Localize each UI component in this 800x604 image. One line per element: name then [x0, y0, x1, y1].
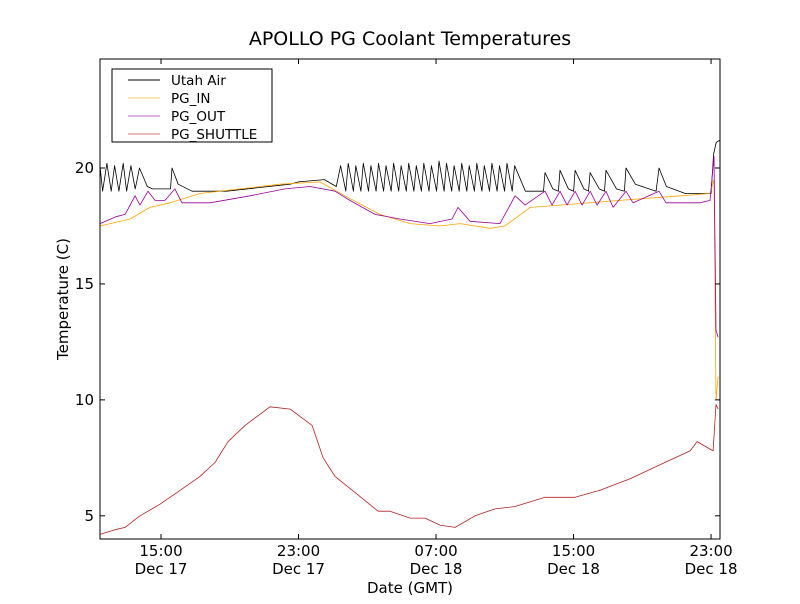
x-tick-label-date: Dec 17	[272, 560, 325, 578]
y-tick-label: 10	[75, 391, 94, 409]
x-tick-label-date: Dec 18	[410, 560, 463, 578]
legend-label: PG_IN	[171, 91, 210, 107]
series-line-pg-in	[99, 179, 719, 401]
series-line-pg-out	[99, 156, 719, 338]
x-tick-label-date: Dec 18	[685, 560, 738, 578]
legend-label: PG_OUT	[171, 109, 226, 125]
series-layer	[99, 139, 720, 535]
y-tick-label: 15	[75, 275, 94, 293]
legend-box	[111, 68, 273, 143]
x-tick-label-date: Dec 18	[547, 560, 600, 578]
legend-label: Utah Air	[171, 73, 226, 89]
x-tick-label-time: 23:00	[689, 542, 732, 560]
x-tick-label-time: 15:00	[139, 542, 182, 560]
plot-frame	[99, 58, 721, 540]
x-tick-label-time: 23:00	[277, 542, 320, 560]
x-tick-label-time: 15:00	[552, 542, 595, 560]
legend: Utah Air PG_IN PG_OUT PG_SHUTTLE	[111, 68, 273, 143]
y-tick-label: 20	[75, 159, 94, 177]
series-line-utah-air	[99, 139, 720, 194]
chart-title: APOLLO PG Coolant Temperatures	[249, 28, 571, 50]
x-tick-label-date: Dec 17	[135, 560, 188, 578]
y-tick-label: 5	[84, 507, 94, 525]
x-tick-label-time: 07:00	[414, 542, 457, 560]
series-line-pg-shuttle	[99, 404, 719, 535]
x-axis-label: Date (GMT)	[367, 579, 453, 597]
legend-label: PG_SHUTTLE	[171, 127, 257, 143]
y-axis-label: Temperature (C)	[54, 238, 72, 361]
